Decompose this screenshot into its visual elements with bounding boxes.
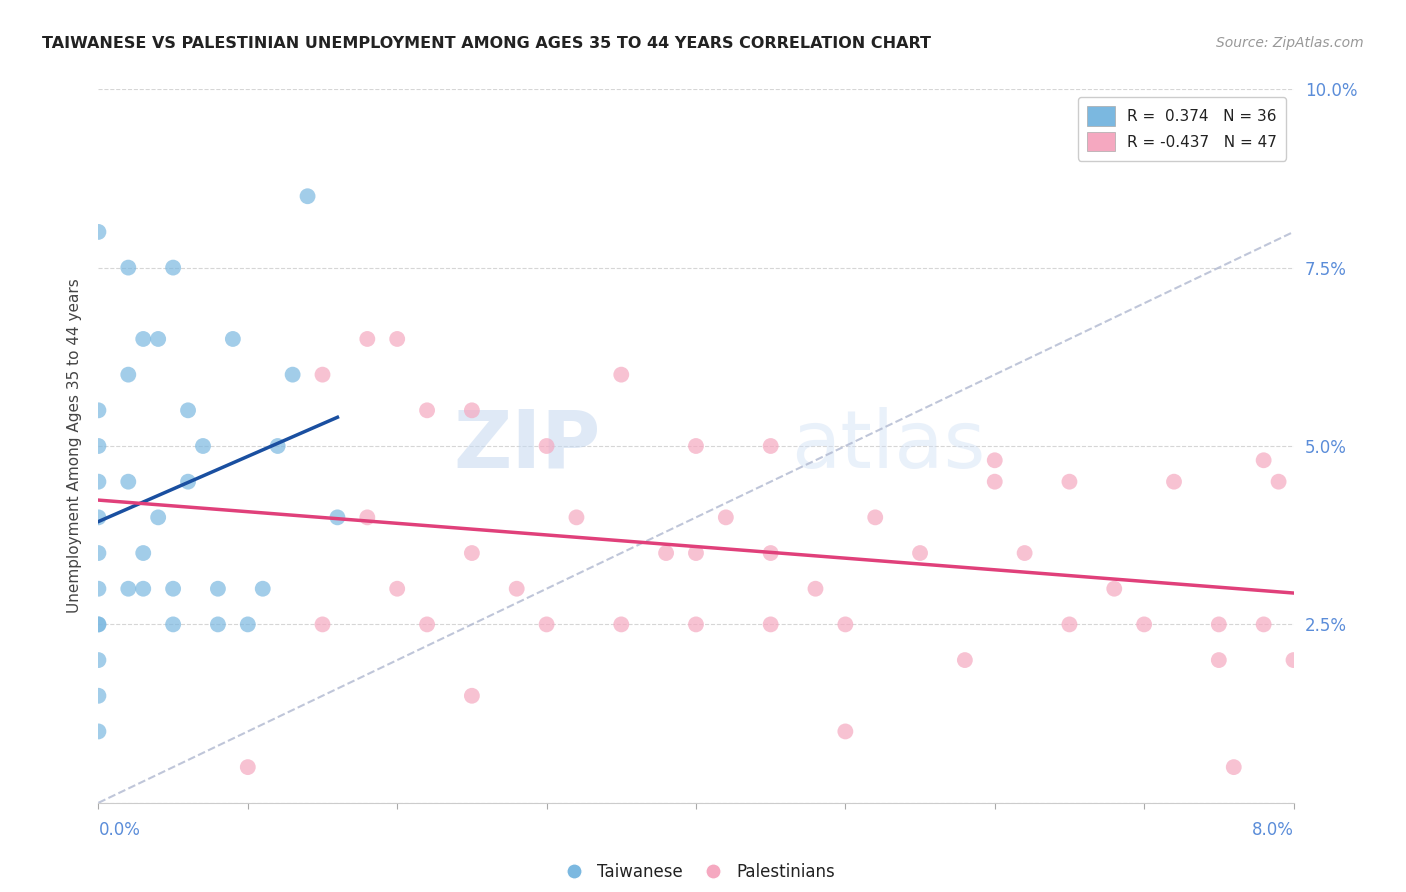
- Point: [162, 260, 184, 275]
- Point: [759, 617, 782, 632]
- Point: [1253, 453, 1275, 467]
- Point: [1208, 653, 1230, 667]
- Text: ZIP: ZIP: [453, 407, 600, 485]
- Point: [565, 510, 588, 524]
- Point: [148, 510, 170, 524]
- Point: [1267, 475, 1289, 489]
- Point: [1282, 653, 1305, 667]
- Point: [162, 582, 184, 596]
- Point: [1253, 617, 1275, 632]
- Point: [311, 617, 333, 632]
- Point: [759, 546, 782, 560]
- Point: [1133, 617, 1156, 632]
- Point: [207, 617, 229, 632]
- Y-axis label: Unemployment Among Ages 35 to 44 years: Unemployment Among Ages 35 to 44 years: [67, 278, 83, 614]
- Point: [222, 332, 245, 346]
- Point: [87, 582, 110, 596]
- Point: [87, 475, 110, 489]
- Point: [655, 546, 678, 560]
- Point: [983, 453, 1005, 467]
- Point: [685, 617, 707, 632]
- Point: [356, 510, 378, 524]
- Point: [87, 546, 110, 560]
- Point: [385, 582, 409, 596]
- Point: [207, 582, 229, 596]
- Point: [1059, 475, 1081, 489]
- Point: [87, 689, 110, 703]
- Point: [685, 546, 707, 560]
- Point: [416, 617, 439, 632]
- Point: [87, 439, 110, 453]
- Point: [506, 582, 529, 596]
- Point: [281, 368, 304, 382]
- Point: [117, 582, 139, 596]
- Point: [953, 653, 976, 667]
- Point: [834, 724, 856, 739]
- Point: [1102, 582, 1125, 596]
- Point: [1014, 546, 1036, 560]
- Point: [132, 546, 155, 560]
- Point: [148, 332, 170, 346]
- Point: [162, 617, 184, 632]
- Point: [87, 403, 110, 417]
- Point: [759, 439, 782, 453]
- Point: [461, 689, 484, 703]
- Point: [132, 332, 155, 346]
- Point: [87, 617, 110, 632]
- Point: [87, 653, 110, 667]
- Point: [834, 617, 856, 632]
- Point: [714, 510, 737, 524]
- Point: [252, 582, 274, 596]
- Point: [1163, 475, 1185, 489]
- Point: [267, 439, 290, 453]
- Point: [1059, 617, 1081, 632]
- Point: [685, 439, 707, 453]
- Point: [87, 225, 110, 239]
- Point: [297, 189, 319, 203]
- Point: [356, 332, 378, 346]
- Point: [983, 475, 1005, 489]
- Point: [863, 510, 886, 524]
- Point: [536, 439, 558, 453]
- Point: [1222, 760, 1246, 774]
- Point: [177, 403, 200, 417]
- Point: [191, 439, 214, 453]
- Point: [236, 617, 259, 632]
- Point: [610, 368, 633, 382]
- Legend: Taiwanese, Palestinians: Taiwanese, Palestinians: [550, 856, 842, 888]
- Point: [385, 332, 409, 346]
- Point: [311, 368, 333, 382]
- Point: [87, 617, 110, 632]
- Point: [461, 403, 484, 417]
- Text: atlas: atlas: [792, 407, 986, 485]
- Text: 0.0%: 0.0%: [98, 821, 141, 838]
- Point: [908, 546, 931, 560]
- Point: [117, 475, 139, 489]
- Point: [326, 510, 349, 524]
- Point: [177, 475, 200, 489]
- Point: [132, 582, 155, 596]
- Text: 8.0%: 8.0%: [1251, 821, 1294, 838]
- Point: [416, 403, 439, 417]
- Point: [536, 617, 558, 632]
- Point: [117, 368, 139, 382]
- Point: [804, 582, 827, 596]
- Point: [236, 760, 259, 774]
- Point: [461, 546, 484, 560]
- Text: Source: ZipAtlas.com: Source: ZipAtlas.com: [1216, 36, 1364, 50]
- Point: [87, 510, 110, 524]
- Text: TAIWANESE VS PALESTINIAN UNEMPLOYMENT AMONG AGES 35 TO 44 YEARS CORRELATION CHAR: TAIWANESE VS PALESTINIAN UNEMPLOYMENT AM…: [42, 36, 931, 51]
- Point: [117, 260, 139, 275]
- Point: [87, 724, 110, 739]
- Point: [610, 617, 633, 632]
- Point: [1208, 617, 1230, 632]
